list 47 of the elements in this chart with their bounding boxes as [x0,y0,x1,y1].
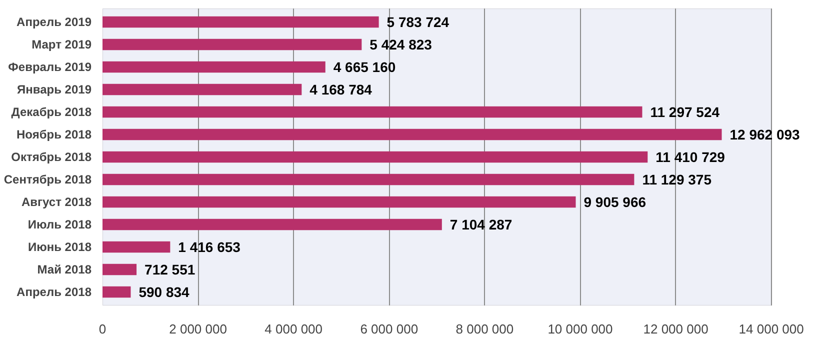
bar [102,128,722,140]
x-tick-label: 8 000 000 [456,322,514,336]
data-label: 4 168 784 [310,82,372,98]
y-tick-label: Сентябрь 2018 [4,172,92,186]
bar [102,38,362,50]
data-label: 11 297 524 [650,104,720,120]
data-label: 9 905 966 [584,194,646,210]
y-tick-label: Май 2018 [37,262,92,276]
data-label: 5 783 724 [386,14,450,30]
x-tick-label: 12 000 000 [643,322,708,336]
x-tick-label: 14 000 000 [738,322,804,336]
bar [102,241,170,253]
y-tick-label: Июль 2018 [28,218,92,232]
y-tick-label: Июнь 2018 [28,240,92,254]
x-tick-label: 10 000 000 [548,322,613,336]
bar [102,84,302,96]
y-tick-label: Январь 2019 [17,82,92,96]
y-tick-label: Февраль 2019 [8,60,92,74]
data-label: 590 834 [138,284,190,300]
bar [102,196,576,208]
y-tick-label: Апрель 2019 [16,15,92,29]
y-tick-label: Ноябрь 2018 [16,128,92,142]
x-tick-label: 4 000 000 [264,322,323,336]
x-tick-label: 6 000 000 [360,322,418,336]
data-label: 7 104 287 [450,216,512,232]
x-tick-label: 2 000 000 [169,322,227,336]
bar [102,106,642,118]
data-label: 11 410 729 [656,149,726,165]
bar [102,61,326,73]
bar [102,264,137,276]
bar [102,16,379,28]
x-tick-label: 0 [98,322,106,336]
data-label: 11 129 375 [642,172,712,188]
y-tick-label: Декабрь 2018 [11,105,92,119]
y-tick-label: Октябрь 2018 [11,150,92,164]
data-label: 12 962 093 [730,126,800,142]
data-label: 5 424 823 [370,36,432,52]
data-label: 4 665 160 [333,59,396,75]
y-tick-label: Апрель 2018 [16,285,92,299]
data-label: 712 551 [144,262,196,278]
bar [102,218,442,230]
bar [102,174,634,186]
bar [102,286,131,298]
y-tick-label: Август 2018 [22,195,92,209]
data-label: 1 416 653 [178,239,241,255]
bar [102,151,648,163]
y-tick-label: Март 2019 [32,38,92,52]
